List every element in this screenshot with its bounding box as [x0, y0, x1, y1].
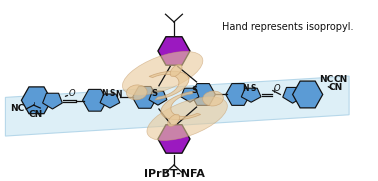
- Text: O: O: [68, 89, 75, 98]
- Text: CN: CN: [333, 75, 347, 84]
- Polygon shape: [161, 91, 201, 120]
- Text: CN: CN: [328, 83, 342, 92]
- Ellipse shape: [203, 91, 223, 106]
- Polygon shape: [181, 88, 199, 102]
- Polygon shape: [158, 125, 190, 153]
- Ellipse shape: [170, 64, 182, 77]
- Text: IPrBT-NFA: IPrBT-NFA: [144, 169, 204, 179]
- Polygon shape: [226, 84, 250, 105]
- Text: CN: CN: [29, 110, 43, 119]
- Ellipse shape: [126, 85, 147, 100]
- Polygon shape: [283, 87, 302, 103]
- Text: N: N: [101, 89, 107, 98]
- Ellipse shape: [147, 97, 227, 140]
- Polygon shape: [5, 76, 349, 136]
- Text: N: N: [242, 84, 249, 93]
- Polygon shape: [191, 84, 215, 105]
- Text: Hand represents isopropyl.: Hand represents isopropyl.: [222, 22, 353, 32]
- Text: S: S: [192, 86, 198, 95]
- Ellipse shape: [122, 51, 203, 95]
- Polygon shape: [22, 87, 51, 114]
- Text: S: S: [250, 84, 256, 93]
- Polygon shape: [149, 71, 189, 100]
- Polygon shape: [133, 87, 157, 108]
- Polygon shape: [100, 94, 120, 108]
- Polygon shape: [83, 89, 107, 111]
- Polygon shape: [241, 88, 261, 102]
- Ellipse shape: [168, 114, 180, 126]
- Text: NC: NC: [319, 75, 333, 84]
- Text: S: S: [109, 89, 115, 98]
- Text: S: S: [151, 89, 157, 98]
- Text: O: O: [274, 84, 280, 93]
- Polygon shape: [149, 91, 167, 105]
- Polygon shape: [158, 37, 190, 65]
- Polygon shape: [43, 93, 62, 109]
- Polygon shape: [293, 81, 323, 108]
- Text: N: N: [115, 90, 122, 99]
- Text: NC: NC: [10, 104, 24, 113]
